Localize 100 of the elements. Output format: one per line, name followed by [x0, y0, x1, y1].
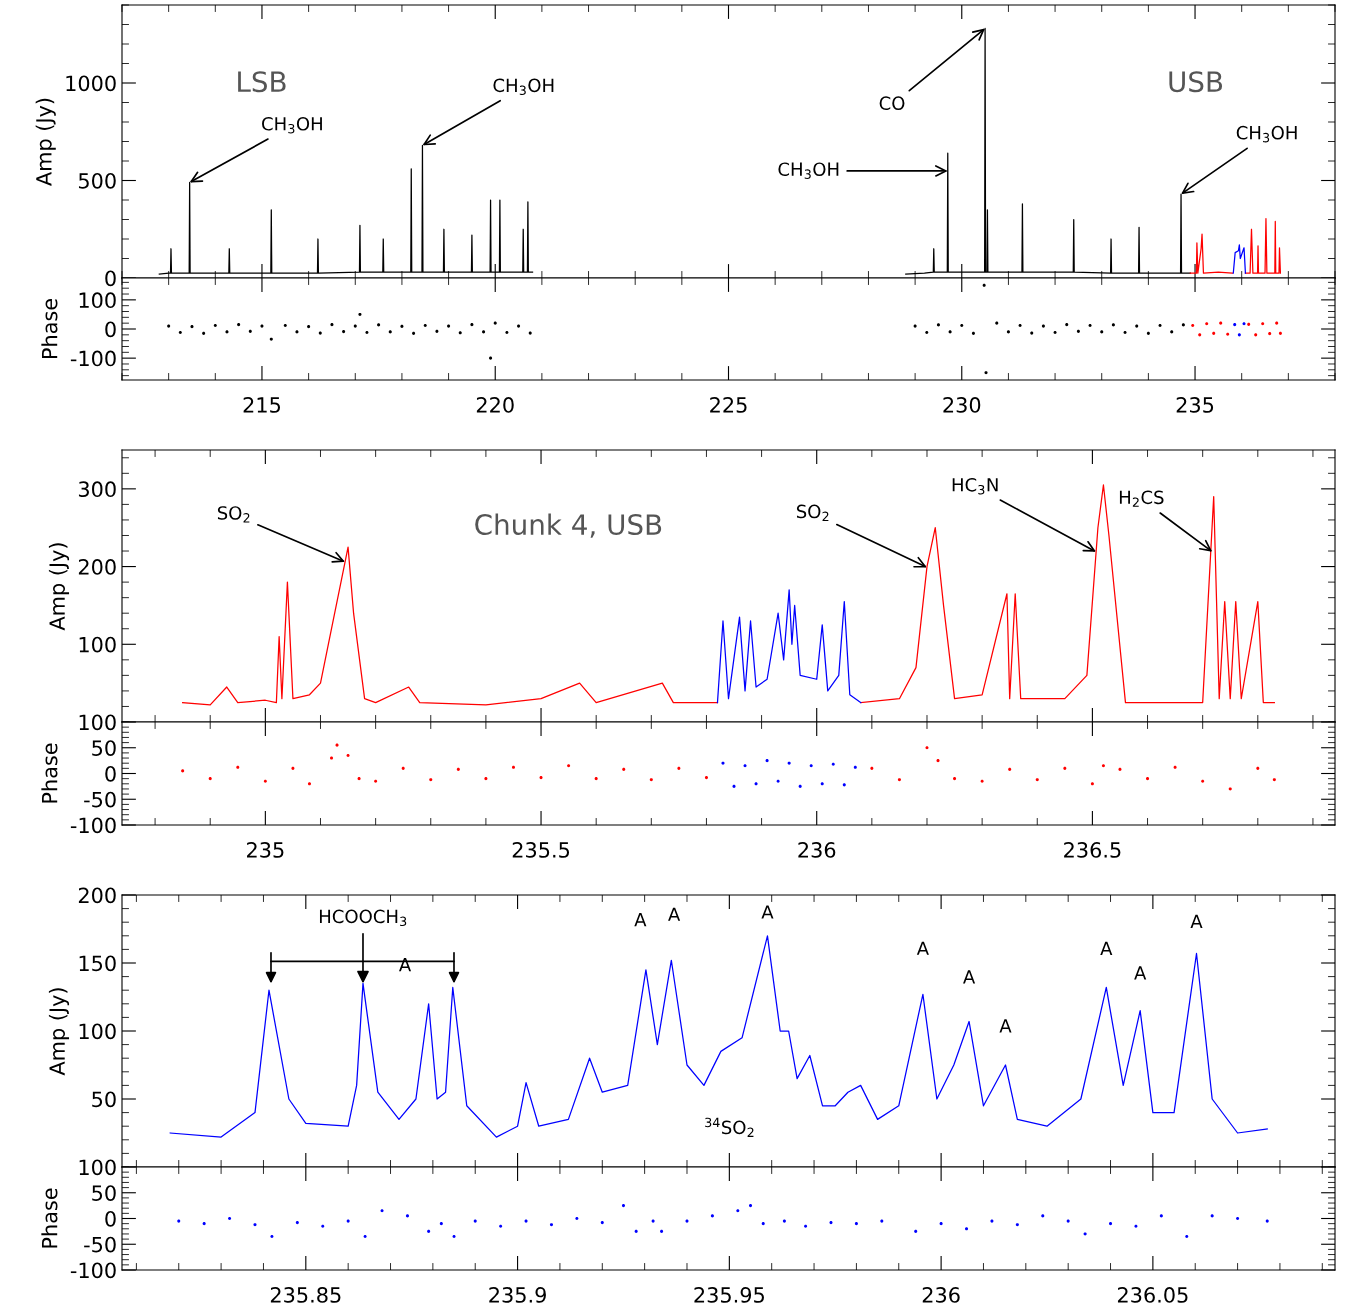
- point: [842, 783, 846, 787]
- annotation: A: [634, 913, 647, 927]
- point: [321, 1224, 325, 1228]
- y-tick-label: 100: [79, 1023, 116, 1040]
- y-tick-label: 0: [105, 1210, 116, 1227]
- line-series: [716, 589, 862, 704]
- point: [651, 1219, 655, 1223]
- line-series: [1232, 244, 1247, 274]
- annotation: CO: [879, 96, 905, 111]
- y-axis-title: Phase: [41, 743, 58, 803]
- point: [948, 330, 952, 334]
- annotation: SO$_{2}$: [796, 504, 829, 521]
- point: [539, 776, 543, 780]
- annotation: CH$_{3}$OH: [778, 162, 839, 179]
- point: [1076, 329, 1080, 333]
- point: [820, 782, 824, 786]
- y-tick-label: 50: [92, 740, 116, 756]
- y-tick-label: 50: [92, 1185, 116, 1201]
- annotation: USB: [1169, 71, 1223, 93]
- point: [458, 331, 462, 335]
- point: [295, 1221, 299, 1225]
- y-tick-label: 1000: [66, 75, 116, 92]
- y-tick-label: 100: [79, 636, 116, 653]
- annotation: A: [1100, 941, 1113, 955]
- point: [228, 1216, 232, 1221]
- point: [549, 1223, 554, 1227]
- point: [704, 776, 708, 780]
- x-tick-label: 215: [243, 397, 281, 413]
- y-tick-label: 0: [105, 270, 116, 287]
- point: [295, 330, 299, 334]
- point: [342, 330, 346, 334]
- point: [429, 778, 433, 782]
- y-tick-label: -50: [84, 791, 116, 808]
- x-tick-label: 236: [922, 1287, 960, 1303]
- annotation: LSB: [238, 71, 286, 93]
- point: [1065, 323, 1069, 327]
- annotation: A: [668, 907, 681, 921]
- point: [1008, 767, 1012, 771]
- x-tick-label: 235.5: [512, 842, 570, 858]
- point: [1205, 322, 1209, 326]
- point: [748, 1204, 753, 1208]
- annotation: A: [999, 1019, 1012, 1033]
- point: [1278, 331, 1282, 335]
- x-tick-label: 225: [710, 397, 747, 413]
- x-tick-label: 230: [943, 397, 981, 413]
- point: [412, 331, 416, 335]
- y-tick-label: -50: [84, 1236, 116, 1253]
- y-tick-label: 0: [105, 765, 116, 782]
- annotation: A: [1190, 914, 1203, 928]
- x-tick-label: 236.5: [1064, 842, 1121, 858]
- line-series: [169, 935, 1268, 1138]
- point: [621, 1204, 626, 1208]
- point: [953, 777, 957, 781]
- y-tick-label: 200: [78, 559, 116, 575]
- point: [736, 1209, 740, 1213]
- point: [854, 1222, 858, 1226]
- point: [1035, 778, 1039, 782]
- point: [307, 325, 311, 329]
- point: [936, 759, 940, 763]
- annotation: HC$_{3}$N: [952, 477, 998, 495]
- y-tick-label: 200: [78, 887, 116, 904]
- y-axis-title: Phase: [41, 1188, 58, 1248]
- annotation: A: [1134, 966, 1147, 980]
- point: [1247, 322, 1251, 326]
- point: [1015, 1223, 1019, 1227]
- annotation: SO$_{2}$: [217, 506, 250, 523]
- point: [493, 321, 497, 325]
- point: [853, 765, 857, 769]
- point: [456, 767, 460, 771]
- x-tick-label: 236.05: [1117, 1287, 1188, 1303]
- point: [787, 761, 791, 765]
- point: [269, 337, 273, 341]
- y-axis-title: Amp (Jy): [35, 98, 56, 186]
- x-tick-label: 235: [247, 842, 284, 858]
- y-tick-label: 100: [79, 1159, 116, 1176]
- y-tick-label: 0: [105, 321, 116, 338]
- y-tick-label: -100: [70, 350, 116, 367]
- point: [248, 329, 252, 333]
- y-tick-label: 150: [79, 955, 116, 972]
- point: [427, 1229, 431, 1233]
- point: [809, 764, 813, 768]
- point: [831, 762, 835, 766]
- point: [452, 1234, 456, 1239]
- point: [1158, 323, 1162, 328]
- point: [1212, 331, 1216, 335]
- point: [202, 331, 206, 335]
- annotation: CH$_{3}$OH: [262, 116, 322, 134]
- annotation: CH$_{3}$OH: [1236, 125, 1297, 143]
- point: [237, 323, 241, 327]
- point: [1236, 1216, 1240, 1221]
- point: [829, 1221, 833, 1225]
- line-series: [158, 144, 534, 275]
- point: [660, 1229, 664, 1233]
- point: [732, 784, 736, 788]
- annotation: HCOOCH$_{3}$: [319, 909, 407, 927]
- y-tick-label: 100: [79, 714, 116, 731]
- point: [1272, 778, 1276, 782]
- annotation: A: [963, 970, 976, 984]
- x-tick-label: 235.85: [270, 1287, 341, 1303]
- annotation: CH$_{3}$OH: [493, 78, 554, 96]
